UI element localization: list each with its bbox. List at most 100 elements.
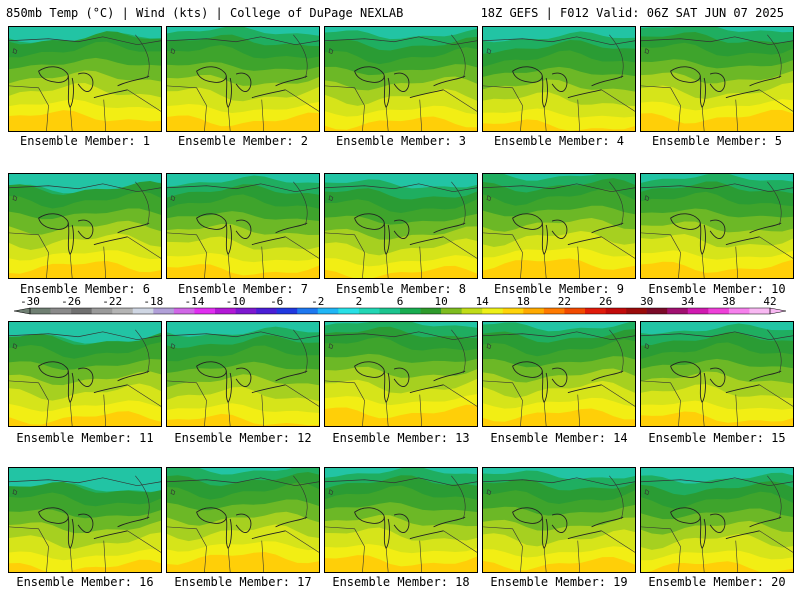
colorbar-tick-label: 22 [558, 296, 571, 308]
ensemble-member-label: Ensemble Member: 9 [493, 282, 625, 296]
colorbar-swatch [235, 308, 257, 314]
colorbar-swatch [400, 308, 421, 314]
ensemble-map-20 [640, 467, 794, 573]
ensemble-map-6 [8, 173, 162, 279]
colorbar-swatch [91, 308, 113, 314]
colorbar-low-arrow [13, 307, 31, 315]
colorbar-swatch [502, 308, 524, 314]
ensemble-member-label: Ensemble Member: 18 [332, 575, 470, 589]
colorbar-swatch [461, 308, 483, 314]
colorbar-swatch [749, 308, 771, 314]
colorbar-tick-label: 30 [640, 296, 653, 308]
colorbar-swatch [523, 308, 545, 314]
colorbar-tick-label: 14 [476, 296, 490, 308]
ensemble-map-17 [166, 467, 320, 573]
ensemble-map-7 [166, 173, 320, 279]
ensemble-map-1 [8, 26, 162, 132]
colorbar-tick-label: -30 [20, 296, 40, 308]
colorbar-swatch [30, 308, 51, 314]
ensemble-member-label: Ensemble Member: 14 [490, 431, 628, 445]
colorbar-swatch [667, 308, 689, 314]
ensemble-map-5 [640, 26, 794, 132]
colorbar-swatch [728, 308, 750, 314]
ensemble-map-10 [640, 173, 794, 279]
temperature-colorbar: -30 -26 -22 -18 -14 -10 -6 -2 2 6 10 14 18 22 26 30 34 38… [13, 296, 787, 315]
colorbar-swatch [687, 308, 709, 314]
colorbar-tick-label: -10 [226, 296, 246, 308]
colorbar-tick-label: 26 [599, 296, 612, 308]
ensemble-member-label: Ensemble Member: 10 [648, 282, 786, 296]
ensemble-member-label: Ensemble Member: 7 [177, 282, 309, 296]
colorbar-tick-label: -22 [102, 296, 122, 308]
colorbar-swatch [276, 308, 298, 314]
ensemble-member-label: Ensemble Member: 13 [332, 431, 470, 445]
colorbar-high-arrow [769, 307, 787, 315]
colorbar-tick-label: 2 [356, 296, 363, 308]
colorbar-swatch [564, 308, 586, 314]
colorbar-swatch [256, 308, 277, 314]
colorbar-swatch [153, 308, 175, 314]
ensemble-member-label: Ensemble Member: 19 [490, 575, 628, 589]
colorbar-tick-label: 34 [681, 296, 695, 308]
ensemble-member-label: Ensemble Member: 15 [648, 431, 786, 445]
colorbar-tick-label: 38 [722, 296, 735, 308]
ensemble-member-label: Ensemble Member: 4 [493, 134, 625, 148]
colorbar-swatch [441, 308, 462, 314]
colorbar-swatch [173, 308, 195, 314]
colorbar-swatch [585, 308, 606, 314]
ensemble-map-4 [482, 26, 636, 132]
ensemble-map-2 [166, 26, 320, 132]
colorbar-tick-label: -18 [143, 296, 163, 308]
ensemble-member-label: Ensemble Member: 8 [335, 282, 467, 296]
ensemble-map-16 [8, 467, 162, 573]
colorbar-swatch [50, 308, 72, 314]
ensemble-member-label: Ensemble Member: 1 [19, 134, 151, 148]
ensemble-member-label: Ensemble Member: 3 [335, 134, 467, 148]
ensemble-member-label: Ensemble Member: 5 [651, 134, 783, 148]
colorbar-tick-label: 18 [517, 296, 530, 308]
colorbar-tick-label: -26 [61, 296, 81, 308]
colorbar-tick-label: -2 [311, 296, 324, 308]
colorbar-swatch [194, 308, 216, 314]
ensemble-map-14 [482, 321, 636, 427]
map-title: 850mb Temp (°C) | Wind (kts) | College o… [6, 6, 404, 20]
ensemble-map-13 [324, 321, 478, 427]
colorbar-tick-label: 10 [434, 296, 447, 308]
ensemble-member-label: Ensemble Member: 20 [648, 575, 786, 589]
colorbar-swatch [215, 308, 236, 314]
ensemble-map-8 [324, 173, 478, 279]
colorbar-swatch [71, 308, 92, 314]
ensemble-map-12 [166, 321, 320, 427]
ensemble-map-15 [640, 321, 794, 427]
colorbar-swatch [132, 308, 154, 314]
ensemble-member-label: Ensemble Member: 6 [19, 282, 151, 296]
colorbar-swatch [317, 308, 339, 314]
colorbar-swatch [420, 308, 442, 314]
ensemble-map-19 [482, 467, 636, 573]
colorbar-swatch [112, 308, 134, 314]
ensemble-member-label: Ensemble Member: 2 [177, 134, 309, 148]
colorbar-tick-label: 42 [763, 296, 776, 308]
ensemble-member-label: Ensemble Member: 12 [174, 431, 312, 445]
colorbar-swatch [379, 308, 401, 314]
colorbar-swatch [646, 308, 668, 314]
ensemble-member-label: Ensemble Member: 16 [16, 575, 154, 589]
colorbar-swatch [605, 308, 627, 314]
ensemble-map-3 [324, 26, 478, 132]
colorbar-swatch [543, 308, 565, 314]
ensemble-map-11 [8, 321, 162, 427]
ensemble-member-label: Ensemble Member: 17 [174, 575, 312, 589]
colorbar-swatch [338, 308, 360, 314]
colorbar-swatch [358, 308, 380, 314]
colorbar-swatch [626, 308, 647, 314]
colorbar-tick-label: -14 [184, 296, 204, 308]
ensemble-map-9 [482, 173, 636, 279]
run-valid-time: 18Z GEFS | F012 Valid: 06Z SAT JUN 07 20… [480, 6, 784, 20]
colorbar-swatch [482, 308, 504, 314]
ensemble-map-18 [324, 467, 478, 573]
colorbar-tick-label: -6 [270, 296, 283, 308]
colorbar-swatch [297, 308, 319, 314]
ensemble-member-label: Ensemble Member: 11 [16, 431, 154, 445]
colorbar-swatch [708, 308, 730, 314]
colorbar-tick-label: 6 [397, 296, 404, 308]
